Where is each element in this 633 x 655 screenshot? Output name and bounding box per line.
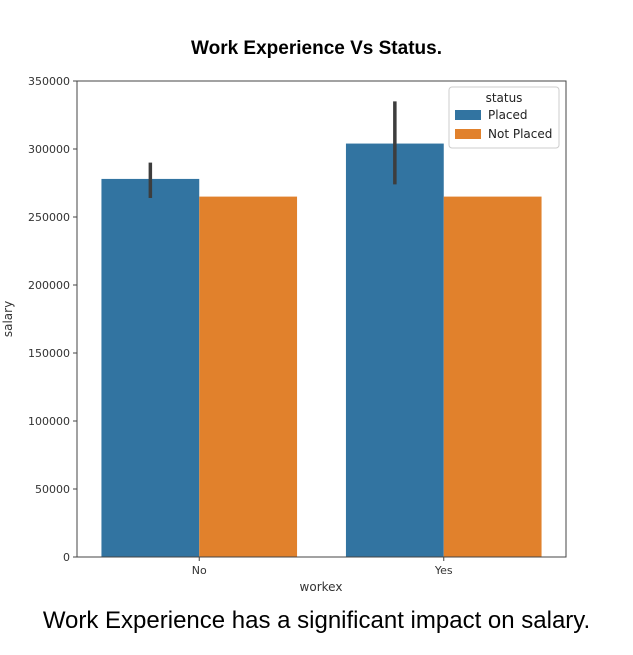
y-axis-label: salary xyxy=(1,301,15,337)
caption: Work Experience has a significant impact… xyxy=(42,607,591,634)
y-tick-label: 0 xyxy=(63,551,70,564)
bar-not-placed-yes xyxy=(443,196,542,557)
y-tick-label: 50000 xyxy=(35,483,70,496)
bar-not-placed-no xyxy=(199,196,298,557)
chart-title: Work Experience Vs Status. xyxy=(191,38,442,59)
y-tick-label: 150000 xyxy=(28,347,70,360)
bar-chart: 0 50000 100000 150000 200000 250000 300000 3500… xyxy=(1,75,567,594)
x-tick-label: No xyxy=(192,564,207,577)
y-tick-label: 100000 xyxy=(28,415,70,428)
bar-placed-no xyxy=(101,178,200,558)
legend: status Placed Not Placed xyxy=(448,86,560,149)
plot-frame xyxy=(76,80,567,558)
legend-swatch-not-placed xyxy=(455,129,481,139)
legend-swatch-placed xyxy=(455,110,481,120)
y-tick-label: 300000 xyxy=(28,143,70,156)
bar-placed-yes xyxy=(345,143,444,557)
legend-label: Placed xyxy=(488,108,528,122)
x-tick-label: Yes xyxy=(434,564,453,577)
x-axis-label: workex xyxy=(300,580,343,594)
y-tick-label: 250000 xyxy=(28,211,70,224)
legend-label: Not Placed xyxy=(488,127,552,141)
y-tick-label: 200000 xyxy=(28,279,70,292)
y-tick-label: 350000 xyxy=(28,75,70,88)
legend-title: status xyxy=(486,91,523,105)
